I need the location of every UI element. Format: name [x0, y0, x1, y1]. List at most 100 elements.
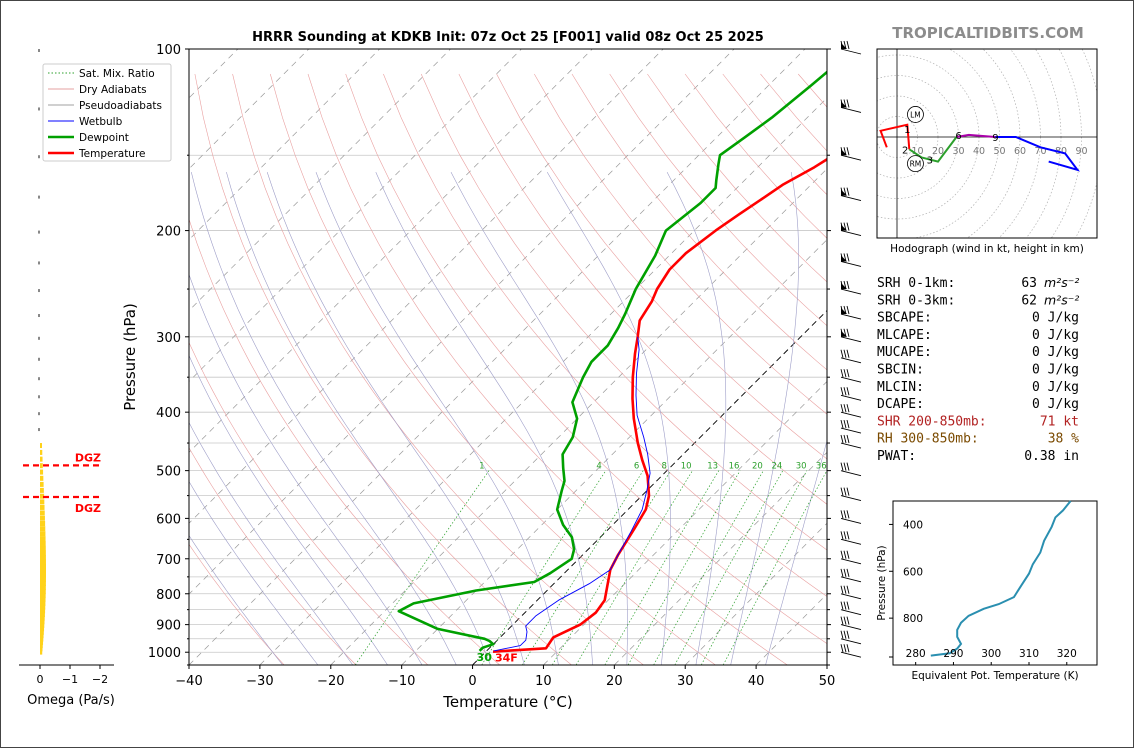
y-tick-label: 900: [156, 619, 181, 634]
y-tick-label: 200: [156, 225, 181, 240]
mixing-ratio-label: 13: [707, 462, 718, 472]
wind-barb: [840, 510, 862, 524]
theta-e-plot: 280 290 300 310 320 400 600 800: [889, 500, 1098, 666]
wind-barb-feather: [843, 550, 847, 559]
wind-barb: [840, 280, 862, 295]
theta-e-frame: [892, 500, 1098, 666]
wind-barb: [840, 630, 862, 645]
wind-barb-feather: [846, 253, 850, 262]
hodograph-trace: [956, 133, 996, 138]
wind-barb-staff: [840, 558, 862, 565]
mixing-ratio-label: 4: [596, 462, 601, 472]
wind-barb: [840, 419, 862, 434]
wind-barb-feather: [843, 253, 847, 262]
omega-bar-dgz: [40, 536, 46, 542]
hodograph-ring-label: 60: [1014, 146, 1026, 157]
wind-barb-feather: [846, 305, 850, 315]
wind-barb-feather: [843, 601, 847, 610]
omega-bar-dgz: [40, 469, 44, 475]
stat-label: PWAT:: [877, 449, 916, 464]
dry-adiabat: [270, 73, 716, 665]
wind-barb-feather: [846, 222, 850, 231]
omega-bar-dgz: [40, 633, 44, 639]
omega-bar-dgz: [40, 589, 46, 595]
dry-adiabat: [571, 73, 827, 371]
wind-barb-staff: [840, 495, 862, 502]
wind-barb-feather: [840, 369, 844, 378]
y-tick-label: 500: [156, 465, 181, 480]
wind-barb: [840, 99, 862, 113]
legend-label: Sat. Mix. Ratio: [79, 68, 155, 80]
wind-barb-staff: [840, 261, 862, 267]
hodograph-ring-label: 70: [1034, 146, 1046, 157]
x-tick-label: −30: [246, 674, 273, 689]
mixing-ratio-line: [627, 470, 741, 665]
omega-bar-dgz: [40, 619, 45, 625]
stat-value: 0 J/kg: [1032, 397, 1079, 412]
storm-motion-label: RM: [910, 160, 922, 169]
wind-barb-feather: [840, 531, 844, 540]
stat-row: MLCIN: 0 J/kg: [877, 380, 1079, 395]
stat-value: 0 J/kg: [1032, 328, 1079, 343]
omega-bar: [38, 412, 40, 416]
wind-barb-feather: [843, 510, 847, 519]
stat-value: 0 J/kg: [1032, 363, 1079, 378]
pseudoadiabat: [765, 439, 827, 665]
omega-bar-dgz: [40, 504, 45, 510]
omega-bar: [38, 428, 40, 432]
x-tick-label: −40: [175, 674, 202, 689]
omega-bar-dgz: [40, 550, 46, 556]
isotherm: [614, 451, 827, 665]
stat-value: 71 kt: [1040, 414, 1079, 429]
omega-bar-dgz: [40, 563, 46, 569]
wind-barb: [840, 462, 862, 477]
isotherm: [330, 168, 827, 665]
mixing-ratio-line: [604, 470, 720, 665]
pseudoadiabat: [189, 421, 354, 665]
pseudoadiabat: [315, 171, 559, 665]
isotherm: [189, 49, 735, 595]
omega-bar-dgz: [40, 487, 44, 493]
wind-barb-staff: [840, 538, 862, 545]
wind-barb-feather: [840, 328, 844, 337]
wind-barb-feather: [840, 404, 844, 413]
hodograph-ring-label: 10: [911, 146, 923, 157]
stat-value: 62: [1021, 293, 1037, 308]
omega-bar-dgz: [40, 526, 46, 532]
omega-bar: [38, 107, 40, 111]
theta-e-y-tick-label: 800: [903, 613, 923, 625]
pseudoadiabat: [191, 172, 457, 665]
mixing-ratio-line: [522, 470, 644, 665]
wind-barb-feather: [843, 222, 847, 231]
wind-barb-staff: [840, 336, 862, 343]
wind-barb-feather: [846, 644, 850, 653]
hodograph-ring-label: 30: [952, 146, 964, 157]
wind-barb-feather: [846, 187, 850, 196]
omega-bar: [38, 195, 40, 199]
x-tick-label: 20: [606, 674, 623, 689]
mixing-ratio-line: [355, 470, 490, 665]
x-tick-label: 0: [468, 674, 476, 689]
omega-bar: [38, 314, 40, 318]
mixing-ratio-label: 8: [662, 462, 667, 472]
wind-barb-staff: [840, 394, 862, 401]
wind-barb-feather: [843, 349, 847, 358]
dry-adiabat: [307, 73, 788, 665]
omega-bar-dgz: [40, 521, 46, 527]
wind-barb-feather: [843, 487, 847, 496]
wind-barb-feather: [846, 550, 850, 559]
legend-label: Temperature: [78, 148, 146, 160]
mixing-ratio-label: 10: [681, 462, 692, 472]
wind-barb: [840, 222, 862, 237]
theta-e-x-tick-label: 300: [981, 648, 1001, 660]
wind-barb-feather: [840, 487, 844, 496]
wind-barb-staff: [840, 230, 862, 237]
wind-barb-staff: [840, 576, 862, 583]
series-temperature: [492, 157, 827, 653]
omega-bar-dgz: [40, 646, 43, 652]
hodograph-height-label: 9: [992, 133, 998, 144]
wind-barb-staff: [840, 154, 862, 161]
isotherm: [189, 49, 806, 665]
